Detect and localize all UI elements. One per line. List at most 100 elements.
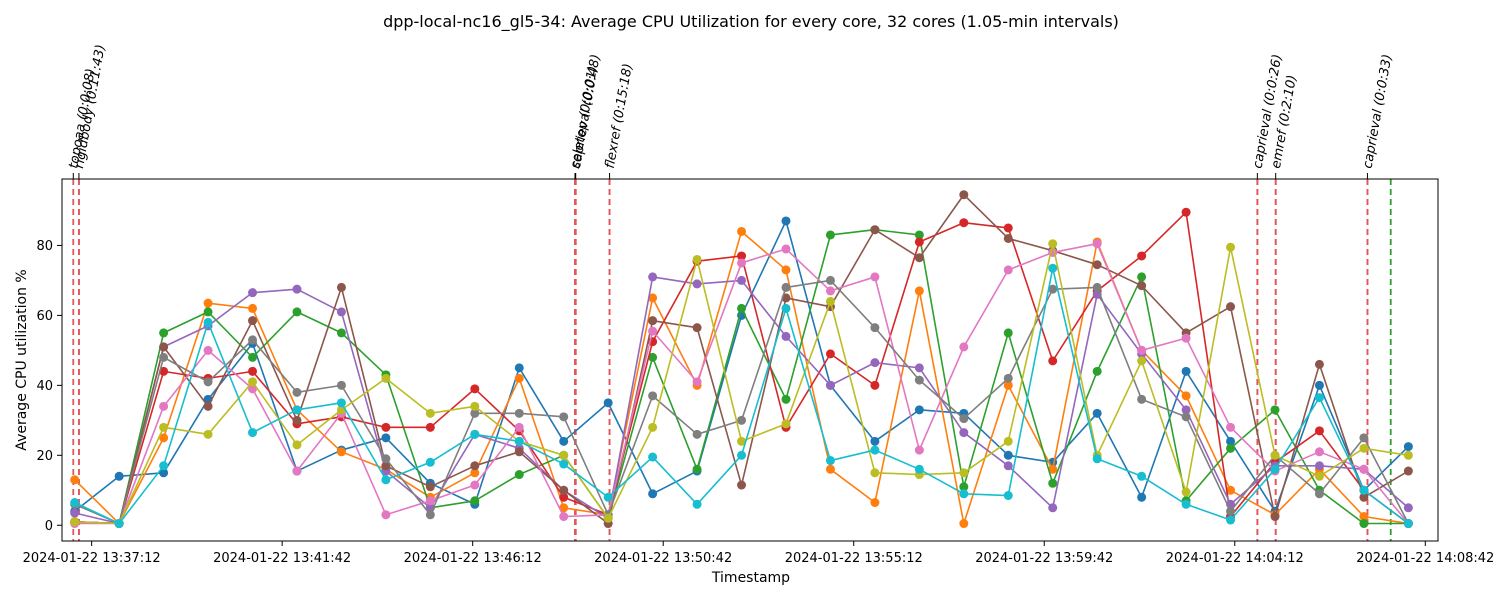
data-point: [470, 408, 480, 418]
data-point: [692, 464, 702, 474]
y-tick-label: 60: [36, 309, 53, 324]
data-point: [692, 429, 702, 439]
data-point: [159, 461, 169, 471]
data-point: [1359, 519, 1369, 529]
data-point: [292, 387, 302, 397]
data-point: [514, 363, 524, 373]
data-point: [914, 464, 924, 474]
data-point: [1048, 239, 1058, 249]
y-tick-label: 20: [36, 449, 53, 464]
data-point: [1003, 380, 1013, 390]
data-point: [914, 445, 924, 455]
data-point: [248, 377, 258, 387]
data-point: [737, 275, 747, 285]
data-point: [914, 237, 924, 247]
x-tick-label: 2024-01-22 14:04:12: [1166, 551, 1304, 566]
data-point: [159, 422, 169, 432]
data-point: [1137, 272, 1147, 282]
x-tick-label: 2024-01-22 13:37:12: [23, 551, 161, 566]
data-point: [1314, 471, 1324, 481]
data-point: [470, 401, 480, 411]
data-point: [1226, 506, 1236, 516]
data-point: [248, 288, 258, 298]
data-point: [336, 380, 346, 390]
data-point: [692, 279, 702, 289]
data-point: [1048, 263, 1058, 273]
data-point: [559, 412, 569, 422]
data-point: [514, 447, 524, 457]
data-point: [648, 422, 658, 432]
data-point: [1181, 207, 1191, 217]
data-point: [1048, 478, 1058, 488]
data-point: [1092, 366, 1102, 376]
data-point: [159, 366, 169, 376]
data-point: [159, 433, 169, 443]
data-point: [292, 440, 302, 450]
data-point: [514, 470, 524, 480]
data-point: [1092, 282, 1102, 292]
data-point: [1181, 487, 1191, 497]
data-point: [959, 218, 969, 228]
data-point: [737, 303, 747, 313]
data-point: [248, 303, 258, 313]
data-point: [1092, 239, 1102, 249]
data-point: [781, 303, 791, 313]
data-point: [870, 498, 880, 508]
data-point: [1092, 408, 1102, 418]
x-tick-label: 2024-01-22 14:08:42: [1356, 551, 1494, 566]
data-point: [1403, 519, 1413, 529]
data-point: [1137, 345, 1147, 355]
data-point: [737, 480, 747, 490]
data-point: [648, 391, 658, 401]
data-point: [159, 352, 169, 362]
data-point: [959, 190, 969, 200]
data-point: [381, 454, 391, 464]
data-point: [1226, 485, 1236, 495]
data-point: [781, 216, 791, 226]
data-point: [603, 398, 613, 408]
data-point: [914, 253, 924, 263]
data-point: [381, 422, 391, 432]
data-point: [692, 254, 702, 264]
data-point: [648, 489, 658, 499]
x-tick-label: 2024-01-22 13:59:42: [975, 551, 1113, 566]
y-tick-label: 40: [36, 379, 53, 394]
data-point: [159, 328, 169, 338]
data-point: [825, 380, 835, 390]
data-point: [692, 377, 702, 387]
data-point: [1003, 436, 1013, 446]
data-series: [70, 190, 1413, 529]
data-point: [1359, 464, 1369, 474]
data-point: [381, 510, 391, 520]
plot-frame: [61, 178, 1439, 542]
data-point: [1403, 466, 1413, 476]
data-point: [781, 244, 791, 254]
data-point: [914, 230, 924, 240]
x-tick-label: 2024-01-22 13:50:42: [594, 551, 732, 566]
data-point: [70, 508, 80, 518]
data-point: [781, 282, 791, 292]
data-point: [648, 316, 658, 326]
data-point: [1137, 492, 1147, 502]
y-tick-label: 80: [36, 239, 53, 254]
data-point: [514, 373, 524, 383]
data-point: [292, 307, 302, 317]
data-point: [292, 284, 302, 294]
data-point: [425, 482, 435, 492]
data-point: [648, 272, 658, 282]
data-point: [959, 489, 969, 499]
data-point: [470, 461, 480, 471]
data-point: [1003, 223, 1013, 233]
data-point: [203, 307, 213, 317]
data-point: [1359, 492, 1369, 502]
data-point: [781, 419, 791, 429]
data-point: [825, 230, 835, 240]
data-point: [1181, 391, 1191, 401]
data-point: [1314, 461, 1324, 471]
data-point: [425, 422, 435, 432]
data-point: [470, 496, 480, 506]
data-point: [1181, 366, 1191, 376]
data-point: [248, 366, 258, 376]
data-point: [1359, 443, 1369, 453]
data-point: [70, 498, 80, 508]
